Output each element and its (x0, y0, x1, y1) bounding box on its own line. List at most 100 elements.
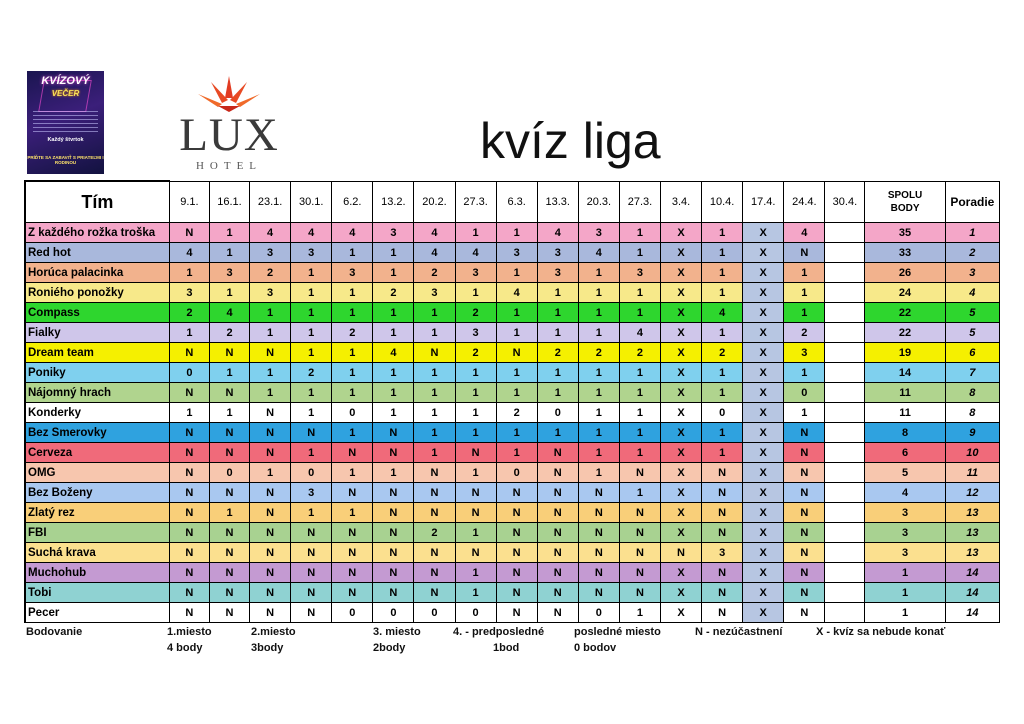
score-cell: 3 (208, 262, 251, 283)
team-name: OMG (23, 462, 170, 483)
score-cell: 1 (249, 382, 292, 403)
score-cell: N (168, 562, 210, 583)
total-points: 26 (864, 262, 946, 283)
score-cell: N (536, 602, 579, 623)
score-cell: 0 (413, 602, 456, 623)
table-row: Red hot 4 1 3 3 1 1 4 4 3 3 4 1 X 1 X N 33 2 (23, 242, 1001, 263)
score-cell: N (783, 542, 826, 563)
score-cell: N (372, 422, 415, 443)
score-cell (824, 522, 866, 543)
score-cell: N (372, 442, 415, 463)
score-cell: 0 (331, 602, 374, 623)
score-cell: 1 (618, 242, 661, 263)
header-date: 30.4. (824, 180, 866, 223)
score-cell: N (659, 542, 703, 563)
score-cell: X (659, 322, 703, 343)
score-cell: 1 (331, 342, 374, 363)
total-points: 11 (864, 382, 946, 403)
quiz-night-poster: KVÍZOVÝ VEČER Každý štvrtok PRÍĎTE SA ZA… (27, 71, 104, 174)
score-cell: N (249, 342, 292, 363)
poster-line2: PRÍĎTE SA ZABAVIŤ S PRIATEĽMI I RODINOU (27, 155, 104, 165)
rank-cell: 1 (944, 222, 1001, 243)
legend-last: posledné miesto 0 bodov (574, 624, 661, 656)
score-cell: N (536, 462, 579, 483)
score-cell: 1 (331, 362, 374, 383)
score-cell: 4 (577, 242, 620, 263)
score-cell: 1 (577, 442, 620, 463)
score-cell: N (454, 542, 497, 563)
rank-cell: 6 (944, 342, 1001, 363)
score-cell: 3 (495, 242, 538, 263)
score-cell: 1 (701, 222, 744, 243)
score-cell (824, 382, 866, 403)
table-row: Roniého ponožky 3 1 3 1 1 2 3 1 4 1 1 1 X 1 X 1 24 4 (23, 282, 1001, 303)
score-cell: 3 (372, 222, 415, 243)
score-cell: 2 (372, 282, 415, 303)
team-name: Pecer (23, 602, 170, 623)
score-cell: N (249, 522, 292, 543)
score-cell: 1 (413, 442, 456, 463)
score-cell: X (742, 582, 785, 603)
header-date: 20.2. (413, 180, 456, 223)
legend-third: 3. miesto 2body (373, 624, 421, 656)
header-date: 23.1. (249, 180, 292, 223)
score-cell: 1 (495, 362, 538, 383)
score-cell: 1 (536, 362, 579, 383)
score-cell: N (413, 542, 456, 563)
score-cell: 3 (249, 282, 292, 303)
score-cell: 1 (783, 402, 826, 423)
score-cell: 4 (495, 282, 538, 303)
score-cell: 3 (618, 262, 661, 283)
score-cell: 1 (249, 302, 292, 323)
score-cell: 1 (290, 502, 333, 523)
score-cell: 4 (783, 222, 826, 243)
score-cell: 4 (168, 242, 210, 263)
score-cell: X (659, 342, 703, 363)
score-cell: X (742, 242, 785, 263)
score-cell: X (659, 602, 703, 623)
score-cell: N (495, 562, 538, 583)
header-date: 16.1. (208, 180, 251, 223)
rank-cell: 14 (944, 582, 1001, 603)
score-cell: X (742, 502, 785, 523)
score-cell: N (331, 442, 374, 463)
score-cell: 1 (331, 302, 374, 323)
score-cell (824, 602, 866, 623)
total-points: 3 (864, 502, 946, 523)
score-cell: N (208, 442, 251, 463)
score-cell: X (659, 262, 703, 283)
score-cell (824, 342, 866, 363)
score-cell: N (783, 462, 826, 483)
score-cell: N (208, 542, 251, 563)
score-cell: N (413, 582, 456, 603)
score-cell: 1 (618, 402, 661, 423)
team-name: Cerveza (23, 442, 170, 463)
score-cell: 1 (290, 382, 333, 403)
score-cell: 1 (618, 222, 661, 243)
rank-cell: 13 (944, 542, 1001, 563)
score-cell: 4 (372, 342, 415, 363)
score-cell: 1 (290, 402, 333, 423)
table-row: Cerveza N N N 1 N N 1 N 1 N 1 1 X 1 X N 6 10 (23, 442, 1001, 463)
total-points: 3 (864, 542, 946, 563)
poster-subtitle: VEČER (51, 89, 80, 98)
score-cell: 2 (577, 342, 620, 363)
rank-cell: 3 (944, 262, 1001, 283)
score-cell (824, 442, 866, 463)
score-cell: N (290, 522, 333, 543)
score-cell: 3 (454, 322, 497, 343)
table-row: Fialky 1 2 1 1 2 1 1 3 1 1 1 4 X 1 X 2 22 5 (23, 322, 1001, 343)
score-cell: 3 (290, 482, 333, 503)
score-cell: N (249, 442, 292, 463)
team-name: Bez Boženy (23, 482, 170, 503)
score-cell: X (659, 442, 703, 463)
score-cell: N (495, 542, 538, 563)
score-cell: N (618, 522, 661, 543)
score-cell: X (742, 562, 785, 583)
score-cell: N (618, 582, 661, 603)
header-date: 27.3. (454, 180, 497, 223)
score-cell: N (536, 482, 579, 503)
score-cell: N (249, 482, 292, 503)
score-cell: N (701, 482, 744, 503)
score-cell: N (536, 502, 579, 523)
